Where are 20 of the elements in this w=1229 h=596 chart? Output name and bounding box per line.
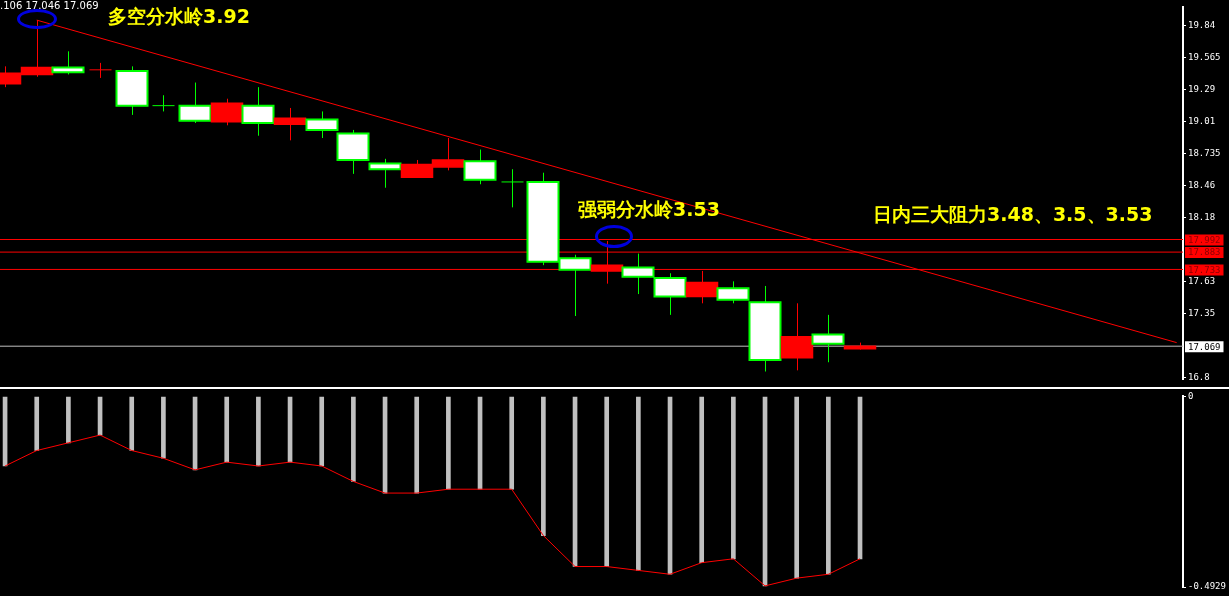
annotation: 日内三大阻力3.48、3.5、3.53	[873, 202, 1153, 225]
ref-line-label: 17.733	[1188, 264, 1221, 275]
y-tick-label: 19.565	[1188, 52, 1221, 63]
y-tick-label: 0	[1188, 390, 1194, 401]
y-tick-label: 19.84	[1188, 20, 1216, 31]
y-tick-label: 17.35	[1188, 308, 1216, 319]
y-tick-label: 18.735	[1188, 147, 1221, 158]
annotation: 强弱分水岭3.53	[578, 197, 720, 220]
y-tick-label: 19.29	[1188, 83, 1216, 94]
annotation: .106 17.046 17.069	[0, 0, 99, 11]
y-tick-label: 18.46	[1188, 179, 1216, 190]
annotation: 多空分水岭3.92	[108, 4, 250, 27]
y-tick-label: 17.63	[1188, 275, 1216, 286]
y-tick-label: 18.18	[1188, 212, 1216, 223]
ref-line-label: 17.069	[1188, 341, 1221, 352]
ref-line-label: 17.883	[1188, 247, 1221, 258]
y-tick-label: -0.4929	[1188, 581, 1226, 592]
y-tick-label: 19.01	[1188, 116, 1216, 127]
ref-line-label: 17.992	[1188, 234, 1221, 245]
y-tick-label: 16.8	[1188, 371, 1210, 382]
